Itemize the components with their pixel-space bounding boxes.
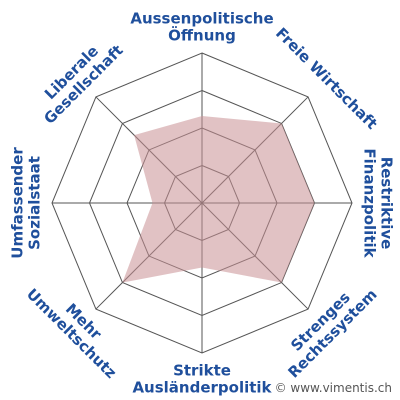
axis-label-line: Aussenpolitische [130, 10, 273, 28]
axis-label-line: Strikte [173, 362, 231, 380]
axis-label-line: Finanzpolitik [361, 148, 379, 258]
axis-label-line: Umfassender [9, 147, 27, 259]
axis-label-7: Umfassender Sozialstaat [9, 147, 44, 259]
axis-label-line: Restriktive [378, 157, 396, 250]
axis-label-line: Ausländerpolitik [132, 379, 272, 397]
axis-label-line: Öffnung [168, 26, 236, 45]
copyright-credit: © www.vimentis.ch [275, 381, 392, 395]
axis-label-line: Sozialstaat [26, 156, 44, 250]
profile-polygon [122, 116, 315, 283]
